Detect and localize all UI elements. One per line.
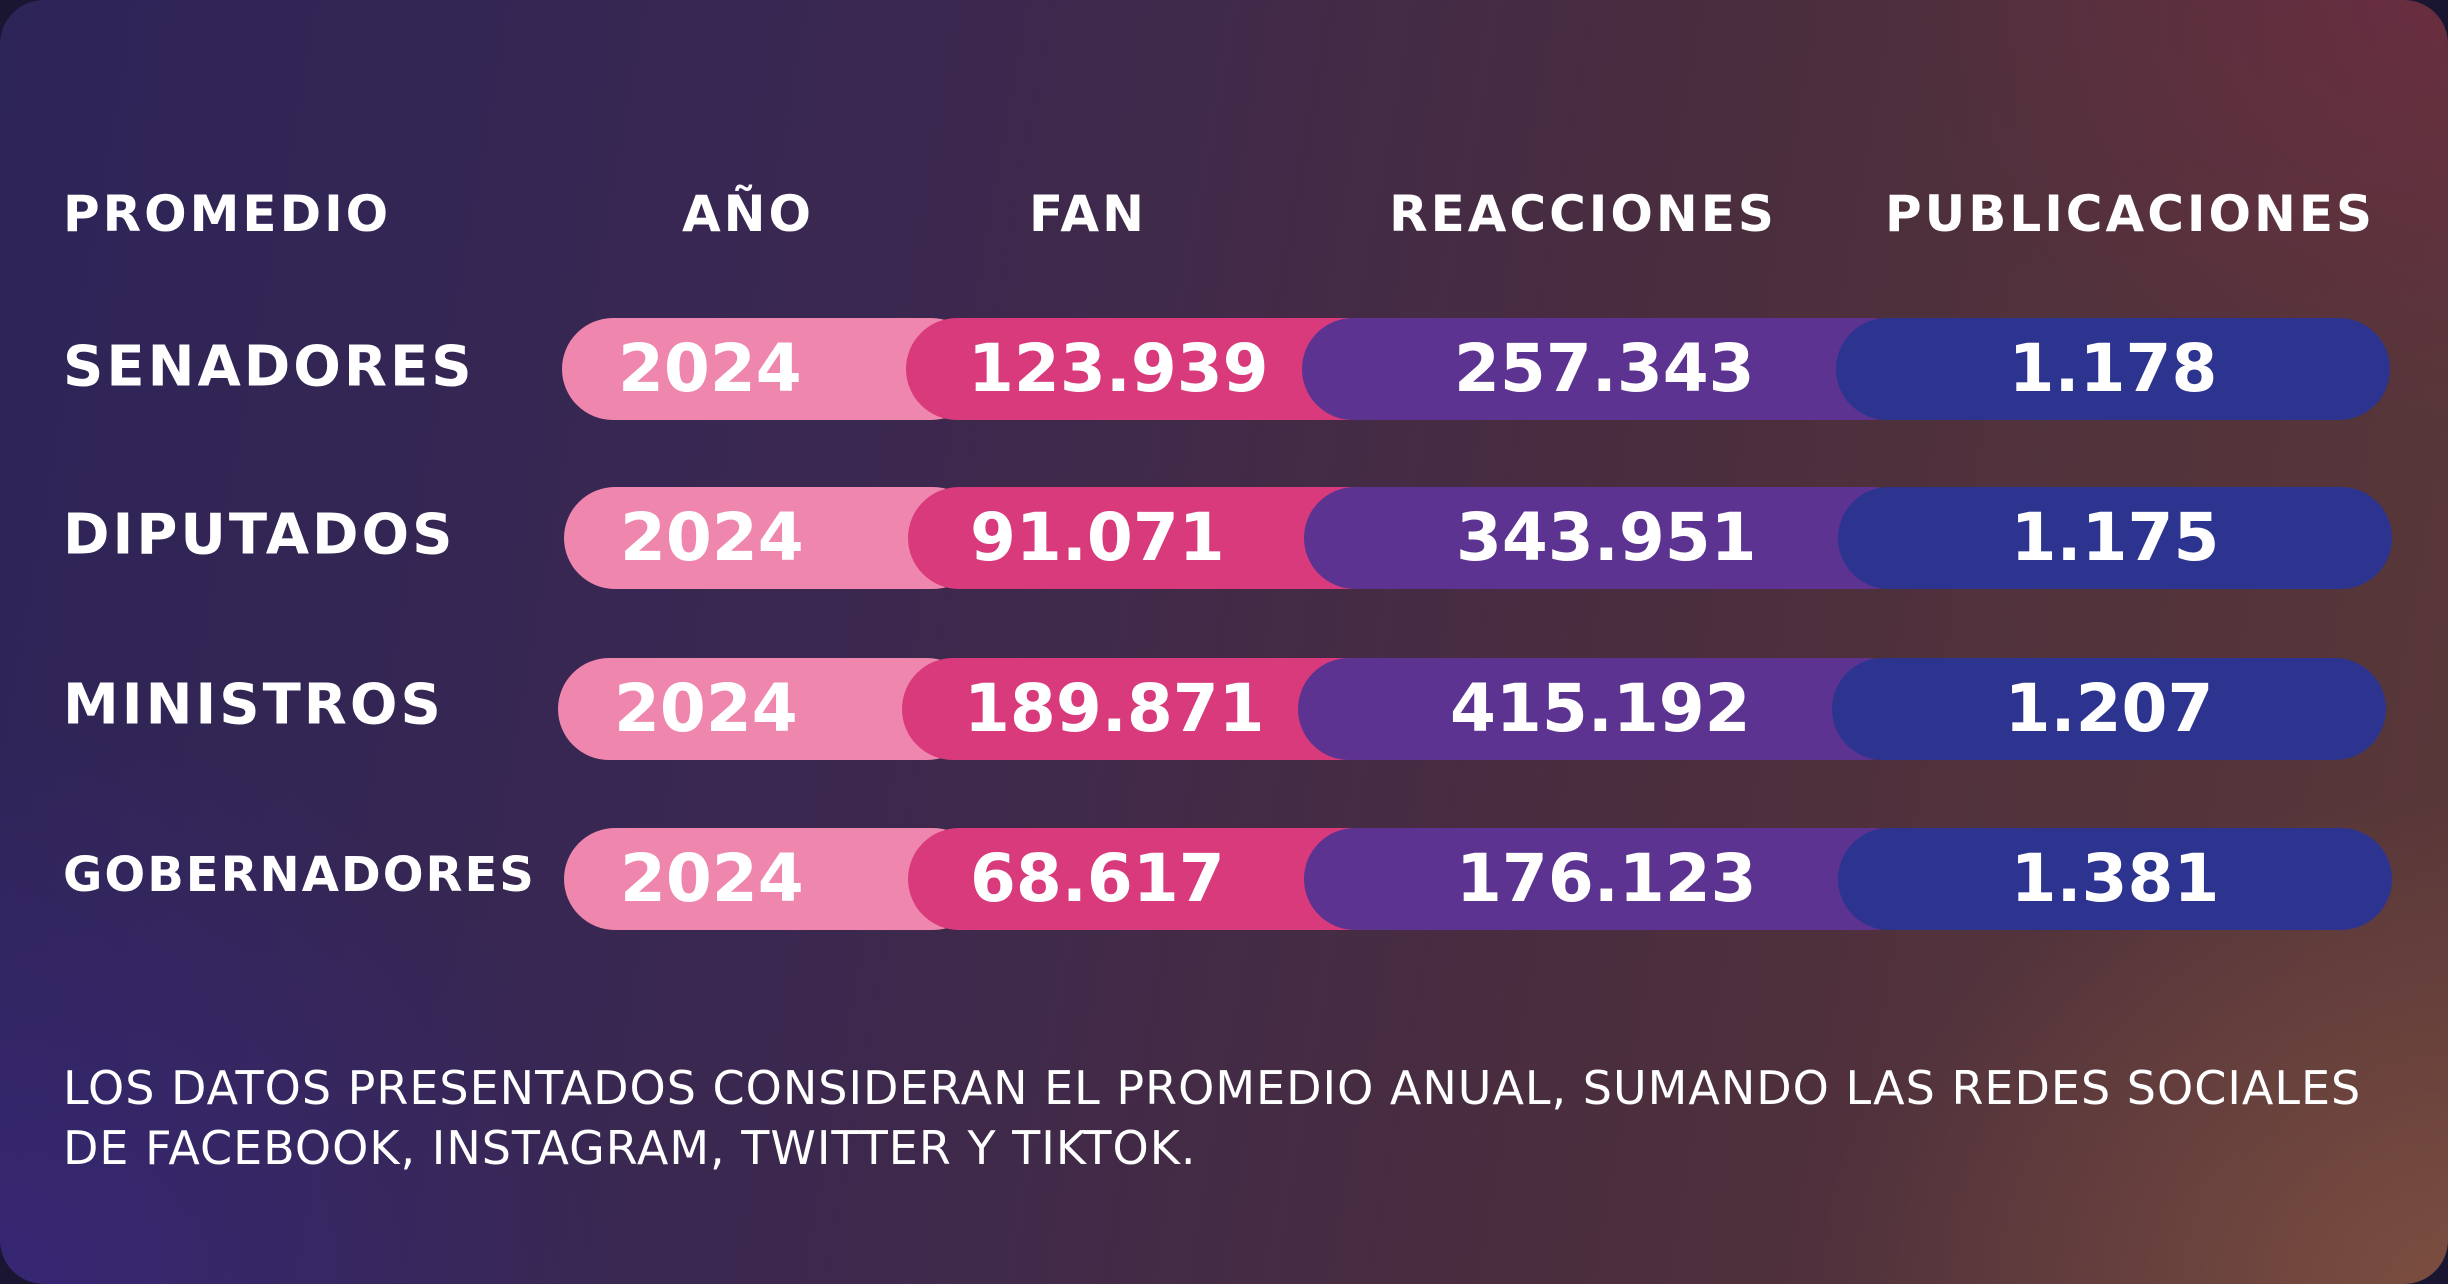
header-fan: FAN — [1029, 185, 1147, 243]
row-label-senadores: SENADORES — [63, 334, 475, 400]
data-row-gobernadores: 2024 68.617 176.123 1.381 — [564, 828, 2392, 930]
row-label-gobernadores: GOBERNADORES — [63, 847, 536, 903]
header-anio: AÑO — [681, 185, 815, 243]
data-row-ministros: 2024 189.871 415.192 1.207 — [558, 658, 2386, 760]
footnote: LOS DATOS PRESENTADOS CONSIDERAN EL PROM… — [63, 1061, 2362, 1175]
publicaciones-cell: 1.381 — [1838, 828, 2392, 930]
reacciones-cell: 176.123 — [1304, 828, 1924, 930]
data-row-diputados: 2024 91.071 343.951 1.175 — [564, 487, 2392, 589]
reacciones-cell: 415.192 — [1298, 658, 1918, 760]
reacciones-cell: 257.343 — [1302, 318, 1922, 420]
publicaciones-cell: 1.207 — [1832, 658, 2386, 760]
header-reacciones: REACCIONES — [1389, 185, 1777, 243]
header-promedio: PROMEDIO — [63, 185, 392, 243]
year-cell: 2024 — [564, 487, 984, 589]
publicaciones-cell: 1.175 — [1838, 487, 2392, 589]
year-cell: 2024 — [564, 828, 984, 930]
reacciones-cell: 343.951 — [1304, 487, 1924, 589]
publicaciones-cell: 1.178 — [1836, 318, 2390, 420]
row-label-diputados: DIPUTADOS — [63, 502, 456, 568]
data-row-senadores: 2024 123.939 257.343 1.178 — [562, 318, 2390, 420]
header-publicaciones: PUBLICACIONES — [1884, 185, 2376, 243]
row-label-ministros: MINISTROS — [63, 672, 444, 738]
